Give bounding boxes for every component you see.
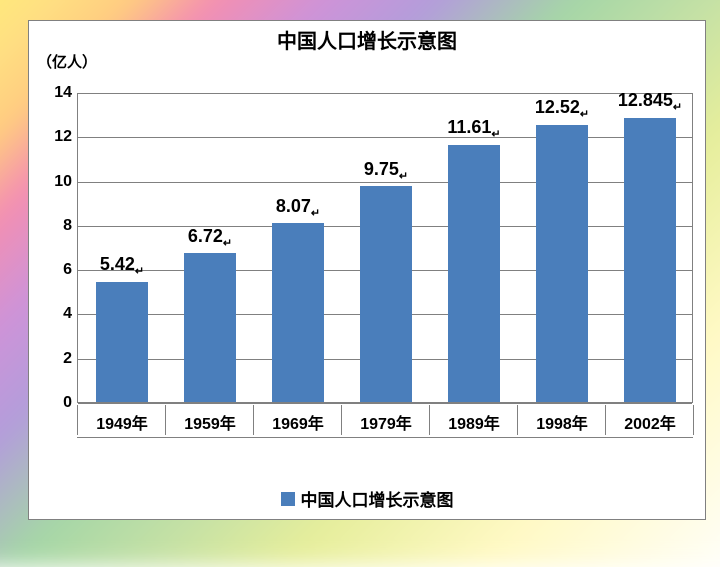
x-axis-separator	[77, 437, 693, 438]
x-tick-label: 1969年	[272, 410, 324, 434]
bar-value-label: 12.52↵	[535, 97, 589, 121]
bar: 6.72↵	[184, 253, 235, 402]
x-tick-label: 1989年	[448, 410, 500, 434]
legend: 中国人口增长示意图	[29, 486, 705, 511]
bar: 9.75↵	[360, 186, 411, 402]
bar: 12.845↵	[624, 118, 675, 402]
plot-area: 024681012145.42↵1949年6.72↵1959年8.07↵1969…	[77, 93, 693, 403]
legend-swatch	[281, 492, 295, 506]
x-category-separator	[693, 405, 694, 435]
chart-frame: 中国人口增长示意图 （亿人） 024681012145.42↵1949年6.72…	[28, 20, 706, 520]
x-category-separator	[253, 405, 254, 435]
slide: 中国人口增长示意图 （亿人） 024681012145.42↵1949年6.72…	[0, 0, 720, 540]
grid-line	[78, 93, 692, 94]
bar-value-label: 12.845↵	[618, 90, 682, 114]
chart-title: 中国人口增长示意图	[29, 25, 705, 54]
bar-value-label: 6.72↵	[188, 226, 232, 250]
bar-value-label: 11.61↵	[447, 117, 500, 141]
y-tick-label: 4	[42, 305, 72, 323]
bar-value-label: 8.07↵	[276, 196, 320, 220]
x-category-separator	[517, 405, 518, 435]
x-tick-label: 2002年	[624, 410, 676, 434]
y-tick-label: 10	[42, 173, 72, 191]
x-category-separator	[605, 405, 606, 435]
y-tick-label: 12	[42, 128, 72, 146]
bar: 12.52↵	[536, 125, 587, 402]
x-category-separator	[429, 405, 430, 435]
x-tick-label: 1949年	[96, 410, 148, 434]
y-tick-label: 6	[42, 261, 72, 279]
y-tick-label: 0	[42, 394, 72, 412]
grid-line	[78, 137, 692, 138]
bar-value-label: 5.42↵	[100, 254, 144, 278]
y-axis-unit-label: （亿人）	[37, 51, 97, 72]
x-tick-label: 1959年	[184, 410, 236, 434]
bar: 11.61↵	[448, 145, 499, 402]
x-tick-label: 1979年	[360, 410, 412, 434]
y-tick-label: 8	[42, 217, 72, 235]
y-tick-label: 2	[42, 350, 72, 368]
x-category-separator	[165, 405, 166, 435]
bar: 5.42↵	[96, 282, 147, 402]
x-category-separator	[341, 405, 342, 435]
legend-label: 中国人口增长示意图	[301, 491, 454, 510]
bar-value-label: 9.75↵	[364, 159, 408, 183]
x-category-separator	[77, 405, 78, 435]
grid-line	[78, 403, 692, 404]
x-tick-label: 1998年	[536, 410, 588, 434]
bar: 8.07↵	[272, 223, 323, 402]
y-tick-label: 14	[42, 84, 72, 102]
